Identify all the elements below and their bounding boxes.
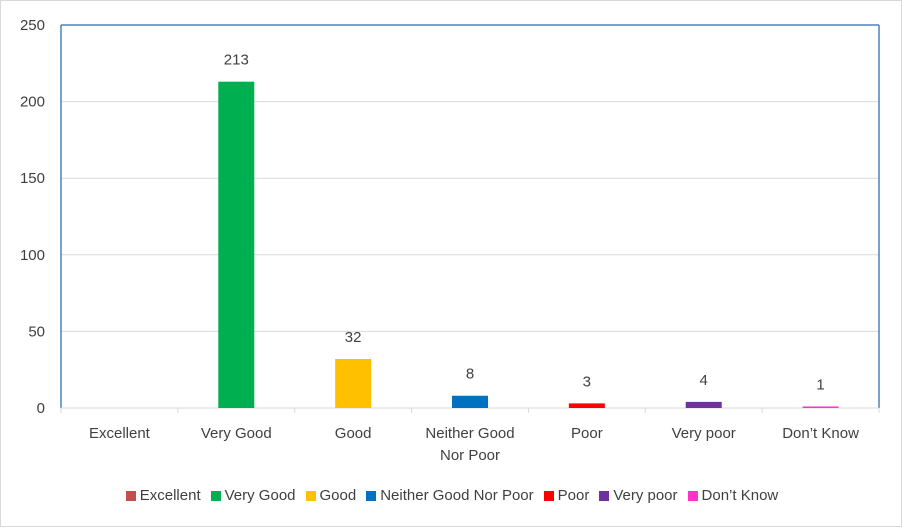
legend-label: Very poor xyxy=(613,487,678,504)
data-label: 4 xyxy=(700,372,708,389)
legend-swatch xyxy=(687,490,698,501)
legend-label: Neither Good Nor Poor xyxy=(380,487,534,504)
data-label: 3 xyxy=(583,373,591,390)
x-category-label: Good xyxy=(335,425,372,442)
legend-item: Excellent xyxy=(125,487,201,504)
x-category-label: Poor xyxy=(571,425,603,442)
x-category-label: Excellent xyxy=(89,425,151,442)
y-tick-label: 50 xyxy=(28,323,45,340)
legend-label: Excellent xyxy=(139,487,201,504)
legend-swatch xyxy=(305,490,316,501)
legend-label: Poor xyxy=(557,487,590,504)
y-tick-label: 0 xyxy=(37,400,45,417)
bar xyxy=(685,401,722,408)
legend-item: Don’t Know xyxy=(687,487,779,504)
x-category-label: Very poor xyxy=(672,425,736,442)
legend-item: Very Good xyxy=(210,487,296,504)
bar xyxy=(218,81,255,409)
legend-item: Good xyxy=(305,487,357,504)
data-label: 1 xyxy=(816,376,824,393)
bar xyxy=(335,358,372,408)
x-category-label: Neither Good Nor Poor xyxy=(425,425,514,464)
legend-item: Very poor xyxy=(599,487,678,504)
data-label: 8 xyxy=(466,366,474,383)
legend-swatch xyxy=(210,490,221,501)
y-tick-label: 200 xyxy=(20,94,45,111)
legend-swatch xyxy=(543,490,554,501)
legend-item: Neither Good Nor Poor xyxy=(366,487,534,504)
x-category-label: Don’t Know xyxy=(782,425,859,442)
legend-label: Good xyxy=(319,487,357,504)
data-label: 213 xyxy=(224,52,249,69)
legend-label: Very Good xyxy=(224,487,296,504)
bar xyxy=(452,395,488,408)
bar xyxy=(802,406,839,408)
legend-swatch xyxy=(599,490,610,501)
bar xyxy=(568,403,605,408)
y-tick-label: 250 xyxy=(20,17,45,34)
x-category-label: Very Good xyxy=(201,425,272,442)
legend-item: Poor xyxy=(543,487,590,504)
y-tick-label: 150 xyxy=(20,170,45,187)
legend-swatch xyxy=(366,490,377,501)
legend-label: Don’t Know xyxy=(701,487,779,504)
legend-swatch xyxy=(125,490,136,501)
data-label: 32 xyxy=(345,329,362,346)
legend: Excellent Very Good Good Neither Good Nor P… xyxy=(1,487,902,504)
y-tick-label: 100 xyxy=(20,247,45,264)
